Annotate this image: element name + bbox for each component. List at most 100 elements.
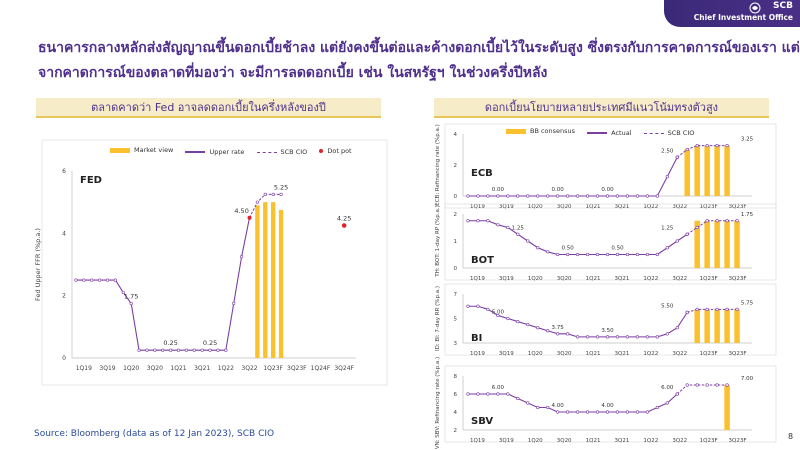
fed-actual-point — [113, 278, 117, 282]
fed-x-tick-label: 3Q24F — [334, 365, 354, 372]
fed-x-tick-label: 3Q20 — [147, 365, 163, 372]
sbv-actual-point — [546, 405, 550, 410]
legend-label: BB consensus — [530, 127, 576, 135]
bi-panel-frame — [444, 283, 777, 356]
legend-swatch-dash — [256, 151, 277, 153]
sbv-x-tick-label: 1Q21 — [586, 438, 601, 444]
bi-scb-cio-point — [705, 307, 709, 311]
ecb-data-label: 0.00 — [492, 187, 505, 193]
bi-actual-point — [486, 307, 490, 311]
ecb-x-tick-label: 3Q23F — [729, 204, 747, 210]
brand-name: SCB — [773, 1, 793, 11]
ecb-x-tick-label: 3Q20 — [557, 204, 572, 210]
bot-x-tick-label: 3Q19 — [499, 276, 514, 282]
ecb-bar — [684, 149, 690, 196]
bot-x-tick-label: 3Q21 — [615, 276, 630, 282]
fed-bar — [270, 202, 276, 358]
sbv-actual-point — [655, 405, 659, 410]
bi-y-tick-label: 3 — [454, 341, 458, 347]
sbv-actual-point — [556, 410, 560, 414]
sbv-y-axis-label: VN: SBV: Refinancing rate (%p.a.) — [435, 357, 441, 449]
bi-actual-point — [635, 335, 639, 339]
bi-actual-point — [566, 332, 570, 336]
sbv-actual-point — [585, 410, 590, 414]
fed-actual-point — [137, 348, 141, 352]
ecb-actual-point — [506, 194, 510, 198]
ecb-actual-point — [546, 194, 550, 198]
ecb-y-axis-label: ECB: Refinancing rate (%p.a.) — [435, 124, 441, 206]
legend-label: SCB CIO — [280, 148, 308, 156]
fed-bar — [255, 205, 260, 358]
fed-actual-point — [232, 301, 236, 306]
fed-x-tick-label: 1Q24F — [311, 365, 331, 372]
ecb-actual-point — [556, 194, 560, 198]
sbv-scb-cio-point — [705, 383, 709, 387]
ecb-x-tick-label: 3Q19 — [499, 204, 514, 210]
fed-x-tick-label: 1Q23F — [263, 365, 283, 372]
ecb-scb-cio-point — [675, 155, 679, 159]
fed-chart-label: FED — [80, 175, 102, 186]
bot-bar — [714, 220, 720, 268]
legend-swatch-bar — [506, 128, 526, 134]
bot-actual-point — [605, 252, 610, 257]
bi-actual-point — [665, 332, 669, 336]
bot-scb-cio-line — [686, 220, 738, 235]
ecb-actual-point — [625, 194, 630, 198]
fed-actual-point — [121, 290, 125, 295]
sbv-data-label: 6.00 — [661, 385, 674, 391]
bi-x-tick-label: 1Q23F — [700, 351, 718, 357]
bi-actual-point — [675, 326, 679, 330]
ecb-actual-point — [595, 194, 600, 198]
bi-x-tick-label: 1Q21 — [586, 351, 601, 357]
ecb-actual-point — [655, 194, 659, 198]
legend-swatch-line — [185, 150, 206, 153]
bot-actual-point — [466, 219, 470, 223]
ecb-panel-frame — [444, 123, 777, 209]
fed-actual-point — [145, 348, 149, 352]
bi-chart-label: BI — [471, 333, 482, 344]
bot-actual-point — [576, 252, 580, 257]
fed-y-tick-label: 0 — [62, 355, 66, 362]
ecb-actual-point — [566, 194, 570, 198]
ecb-actual-point — [536, 194, 540, 198]
bot-data-label: 0.50 — [562, 246, 575, 252]
right-legend: BB consensus Actual SCB CIO — [506, 127, 704, 137]
sbv-actual-point — [595, 410, 600, 414]
bi-bar — [714, 309, 720, 343]
ecb-scb-cio-point — [725, 144, 729, 148]
legend-label: Actual — [611, 128, 632, 137]
fed-data-label: 4.50 — [234, 207, 248, 215]
sbv-x-tick-label: 3Q19 — [499, 438, 514, 444]
bot-x-tick-label: 1Q19 — [470, 276, 485, 282]
fed-actual-point — [129, 301, 133, 306]
bi-bar — [724, 309, 730, 343]
sbv-actual-point — [605, 410, 610, 414]
fed-actual-point — [90, 278, 94, 282]
sbv-actual-point — [466, 392, 470, 396]
ecb-x-tick-label: 1Q21 — [586, 204, 601, 210]
bi-scb-cio-point — [735, 307, 739, 311]
ecb-scb-cio-point — [715, 144, 719, 148]
bi-data-label: 5.75 — [741, 300, 754, 306]
bot-actual-point — [655, 252, 659, 257]
bot-scb-cio-point — [735, 219, 739, 223]
ecb-actual-point — [516, 194, 520, 198]
bot-data-label: 0.50 — [611, 246, 624, 252]
left-panel-title-text: ตลาดคาดว่า Fed อาจลดดอกเบี้ยในครึ่งหลังข… — [91, 101, 326, 114]
sbv-actual-point — [486, 392, 490, 396]
bi-scb-cio-point — [695, 307, 699, 311]
sbv-y-tick-label: 4 — [454, 410, 458, 416]
bi-actual-point — [526, 323, 530, 327]
brand-banner — [664, 0, 800, 27]
sbv-actual-point — [665, 401, 669, 405]
bot-actual-point — [625, 252, 630, 257]
right-title-underline — [434, 116, 769, 118]
bi-actual-point — [546, 329, 550, 333]
bot-actual-point — [486, 219, 490, 223]
legend-label: SCB CIO — [667, 129, 695, 137]
fed-actual-point — [153, 348, 157, 352]
fed-bar — [278, 209, 284, 358]
bi-scb-cio-point — [685, 310, 689, 314]
ecb-data-label: 0.00 — [552, 187, 565, 193]
ecb-actual-point — [585, 194, 590, 198]
